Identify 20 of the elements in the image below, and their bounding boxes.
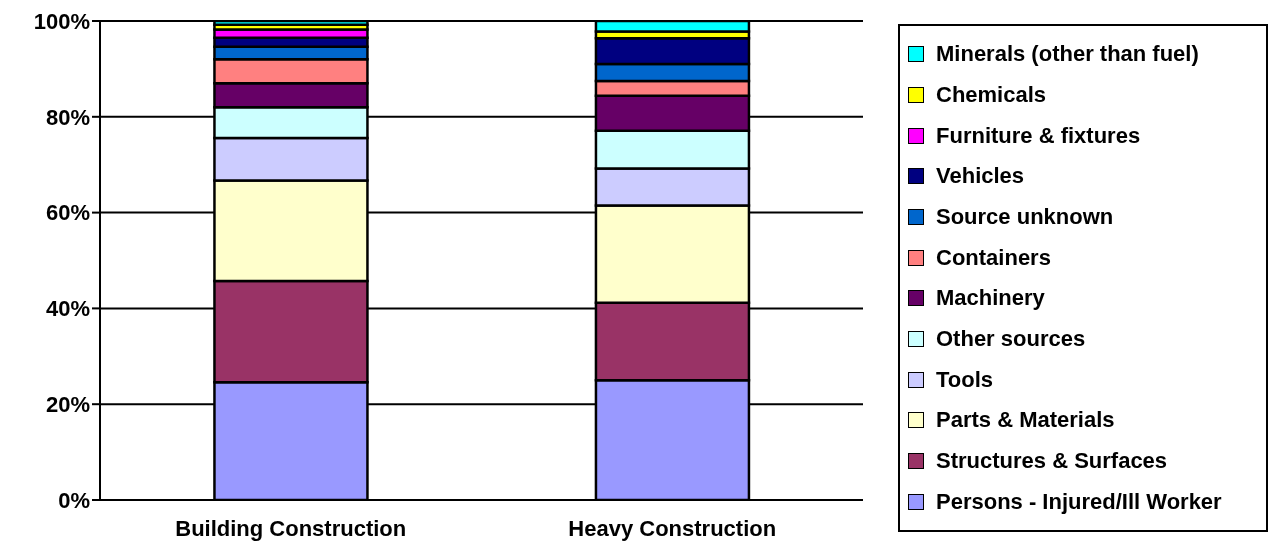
legend-label: Minerals (other than fuel) xyxy=(936,41,1199,68)
legend-label: Parts & Materials xyxy=(936,407,1115,434)
legend-label: Furniture & fixtures xyxy=(936,122,1141,149)
legend-label: Chemicals xyxy=(936,81,1047,108)
legend-label: Structures & Surfaces xyxy=(936,448,1168,475)
legend-label: Other sources xyxy=(936,326,1086,353)
x-tick-label: Heavy Construction xyxy=(568,515,777,541)
legend-label: Persons - Injured/Ill Worker xyxy=(936,488,1222,515)
legend-label: Tools xyxy=(936,366,994,393)
legend-label: Source unknown xyxy=(936,203,1114,230)
y-tick-label: 100% xyxy=(33,8,90,34)
y-tick-label: 60% xyxy=(45,200,90,226)
y-tick-label: 20% xyxy=(45,392,90,418)
y-tick-label: 0% xyxy=(58,487,90,513)
y-tick-label: 40% xyxy=(45,296,90,322)
legend-label: Vehicles xyxy=(936,163,1025,190)
legend-label: Machinery xyxy=(936,285,1045,312)
y-tick-label: 80% xyxy=(45,104,90,130)
x-tick-label: Building Construction xyxy=(175,515,407,541)
legend-label: Containers xyxy=(936,244,1051,271)
